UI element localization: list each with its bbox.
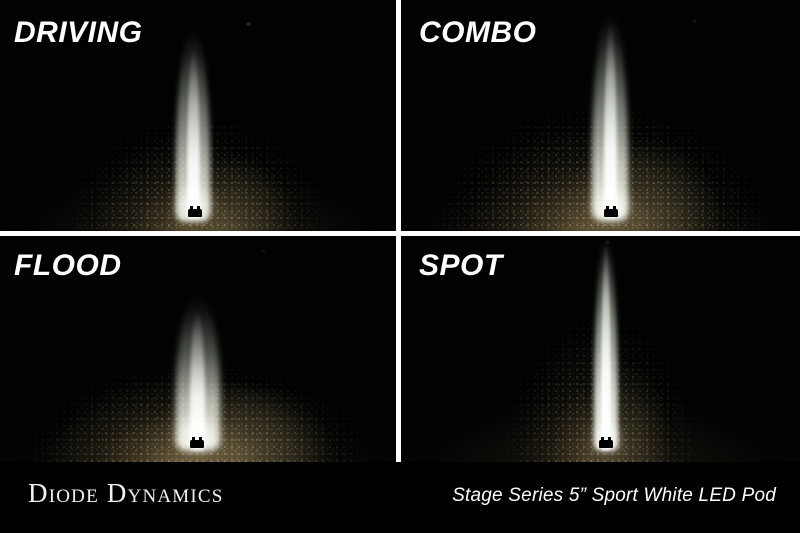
led-pod-silhouette-combo: [604, 206, 618, 217]
distant-light-spot: [606, 241, 609, 243]
quadrant-label-spot: SPOT: [419, 249, 503, 282]
product-name-label: Stage Series 5” Sport White LED Pod: [452, 485, 776, 506]
quadrant-label-driving: DRIVING: [14, 16, 143, 49]
quadrant-driving: [0, 0, 396, 231]
quadrant-combo: [401, 0, 800, 231]
quadrant-label-combo: COMBO: [419, 16, 537, 49]
brand-logo: Diode Dynamics: [28, 478, 224, 508]
horizontal-divider: [0, 231, 800, 236]
distant-light-flood: [262, 250, 265, 252]
beam-pattern-grid: DRIVING COMBO FLOOD SPOT: [0, 0, 800, 462]
quadrant-label-flood: FLOOD: [14, 249, 122, 282]
quadrant-spot: [401, 236, 800, 462]
light-beam-core-spot: [601, 244, 611, 450]
footer-bar: Diode Dynamics Stage Series 5” Sport Whi…: [0, 462, 800, 533]
led-pod-silhouette-spot: [599, 437, 613, 448]
quadrant-flood: [0, 236, 396, 462]
led-pod-silhouette-flood: [190, 437, 204, 448]
led-pod-silhouette-driving: [188, 206, 202, 217]
distant-light-driving: [108, 16, 111, 18]
distant-light-combo: [693, 20, 696, 22]
distant-light-driving: [247, 23, 250, 25]
